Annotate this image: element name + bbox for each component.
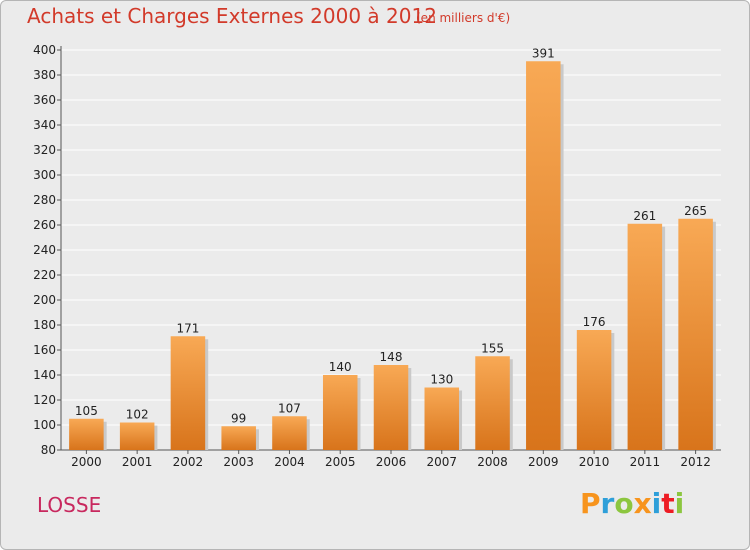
y-tick-label: 340	[33, 118, 56, 132]
y-tick-label: 120	[33, 393, 56, 407]
y-tick-label: 360	[33, 93, 56, 107]
chart-subtitle: (en milliers d'€)	[416, 11, 511, 25]
commune-name: LOSSE	[37, 493, 102, 517]
x-tick-label-2006: 2006	[376, 455, 407, 469]
y-tick-label: 180	[33, 318, 56, 332]
x-tick-label-2000: 2000	[71, 455, 102, 469]
data-label-2009: 391	[532, 46, 555, 60]
bar-2011	[627, 223, 663, 450]
bar-2006	[373, 365, 409, 450]
bar-2003	[221, 426, 256, 450]
data-label-2008: 155	[481, 341, 504, 355]
y-tick-label: 220	[33, 268, 56, 282]
x-tick-label-2011: 2011	[630, 455, 661, 469]
x-tick-label-2004: 2004	[274, 455, 305, 469]
y-tick-label: 200	[33, 293, 56, 307]
bar-2004	[272, 416, 307, 450]
data-label-2000: 105	[75, 404, 98, 418]
chart-title: Achats et Charges Externes 2000 à 2012	[27, 4, 437, 28]
brand-letter: o	[614, 487, 634, 520]
y-tick-label: 380	[33, 68, 56, 82]
y-tick-label: 260	[33, 218, 56, 232]
brand-letter: t	[661, 487, 675, 520]
y-tick-label: 280	[33, 193, 56, 207]
x-tick-label-2008: 2008	[477, 455, 508, 469]
data-label-2004: 107	[278, 401, 301, 415]
bar-2009	[526, 61, 561, 450]
y-tick-label: 100	[33, 418, 56, 432]
x-tick-label-2003: 2003	[223, 455, 254, 469]
bar-2008	[475, 356, 510, 450]
x-tick-label-2007: 2007	[426, 455, 457, 469]
brand-letter: P	[580, 487, 601, 520]
brand-letter: r	[600, 487, 615, 520]
x-tick-label-2001: 2001	[122, 455, 153, 469]
bar-2000	[69, 418, 104, 450]
y-tick-label: 320	[33, 143, 56, 157]
y-tick-label: 80	[41, 443, 56, 457]
x-tick-label-2012: 2012	[680, 455, 711, 469]
x-tick-label-2010: 2010	[579, 455, 610, 469]
data-label-2010: 176	[583, 315, 606, 329]
x-tick-label-2009: 2009	[528, 455, 559, 469]
data-label-2005: 140	[329, 360, 352, 374]
bar-2001	[119, 422, 155, 450]
y-tick-label: 300	[33, 168, 56, 182]
y-tick-label: 240	[33, 243, 56, 257]
x-tick-label-2002: 2002	[173, 455, 204, 469]
data-label-2002: 171	[176, 321, 199, 335]
bar-2005	[322, 375, 358, 450]
brand-letter: i	[651, 487, 662, 520]
labels: 80 100 120 140 160 180 200 220 240 260 280 300 320 34…	[33, 43, 711, 469]
brand-letter: i	[674, 487, 685, 520]
y-tick-label: 400	[33, 43, 56, 57]
bars	[69, 61, 716, 450]
proxiti-logo: Proxiti	[580, 487, 684, 520]
data-label-2012: 265	[684, 204, 707, 218]
bar-2012	[678, 218, 713, 450]
data-label-2001: 102	[126, 408, 149, 422]
y-tick-label: 140	[33, 368, 56, 382]
bar-2010	[576, 330, 612, 450]
bar-2007	[424, 387, 460, 450]
data-label-2006: 148	[380, 350, 403, 364]
x-tick-label-2005: 2005	[325, 455, 356, 469]
y-tick-label: 160	[33, 343, 56, 357]
bar-2002	[170, 336, 206, 450]
data-label-2003: 99	[231, 411, 246, 425]
data-label-2011: 261	[633, 209, 656, 223]
brand-letter: x	[633, 487, 652, 520]
data-label-2007: 130	[430, 373, 453, 387]
